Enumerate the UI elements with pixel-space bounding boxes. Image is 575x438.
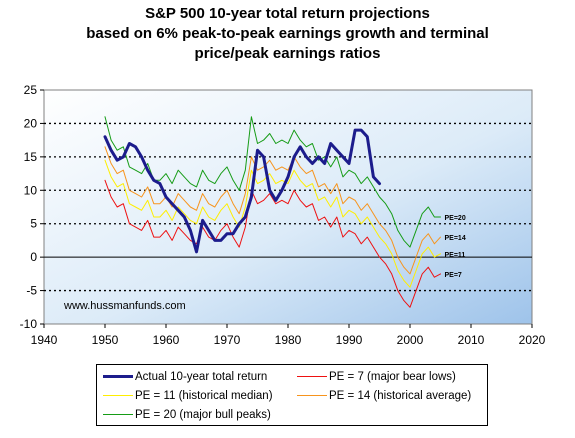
legend: Actual 10-year total return PE = 7 (majo… xyxy=(96,364,488,426)
x-tick-label: 1990 xyxy=(336,333,363,347)
y-tick-label: -5 xyxy=(26,284,37,298)
x-tick-label: 1980 xyxy=(275,333,302,347)
end-label: PE=7 xyxy=(445,272,462,279)
legend-label-pe14: PE = 14 (historical average) xyxy=(329,390,472,402)
series-actual xyxy=(103,128,381,254)
legend-swatch-pe20 xyxy=(103,414,133,415)
series-pe14 xyxy=(104,146,441,275)
legend-swatch-actual xyxy=(103,375,133,378)
title-line-3: price/peak earnings ratios xyxy=(194,45,381,62)
x-tick-label: 2020 xyxy=(519,333,546,347)
y-tick-label: 25 xyxy=(24,83,38,97)
x-tick-label: 1960 xyxy=(153,333,180,347)
legend-label-pe7: PE = 7 (major bear lows) xyxy=(329,371,456,383)
watermark: www.hussmanfunds.com xyxy=(63,300,186,312)
axes: -10 -5 0 5 10 15 20 25 1940 1950 1960 1970 1980 1990 2… xyxy=(20,83,546,347)
legend-swatch-pe11 xyxy=(103,395,133,396)
y-tick-label: -10 xyxy=(20,317,38,331)
legend-label-pe11: PE = 11 (historical median) xyxy=(135,390,273,402)
x-tick-label: 2000 xyxy=(397,333,424,347)
legend-label-actual: Actual 10-year total return xyxy=(135,371,268,383)
y-tick-label: 10 xyxy=(24,183,38,197)
legend-label-pe20: PE = 20 (major bull peaks) xyxy=(135,409,271,421)
legend-swatch-pe7 xyxy=(297,376,327,377)
legend-swatch-pe14 xyxy=(297,395,327,396)
end-labels: PE=20 PE=14 PE=11 PE=7 xyxy=(445,215,466,279)
title-line-2: based on 6% peak-to-peak earnings growth… xyxy=(86,25,489,42)
series-pe20 xyxy=(104,116,441,248)
end-label: PE=20 xyxy=(445,215,466,222)
series-lines xyxy=(103,116,441,308)
series-pe11 xyxy=(104,159,441,288)
y-tick-label: 5 xyxy=(30,217,37,231)
end-label: PE=11 xyxy=(445,252,466,259)
x-tick-label: 1940 xyxy=(31,333,58,347)
title-line-1: S&P 500 10-year total return projections xyxy=(145,5,430,22)
y-tick-label: 15 xyxy=(24,150,38,164)
x-tick-label: 2010 xyxy=(458,333,485,347)
plot-area xyxy=(43,89,533,325)
y-tick-label: 20 xyxy=(24,116,38,130)
y-tick-label: 0 xyxy=(30,250,37,264)
x-tick-label: 1950 xyxy=(92,333,119,347)
series-pe7 xyxy=(104,179,441,308)
x-tick-label: 1970 xyxy=(214,333,241,347)
chart-title: S&P 500 10-year total return projections… xyxy=(0,4,575,64)
end-label: PE=14 xyxy=(445,235,466,242)
